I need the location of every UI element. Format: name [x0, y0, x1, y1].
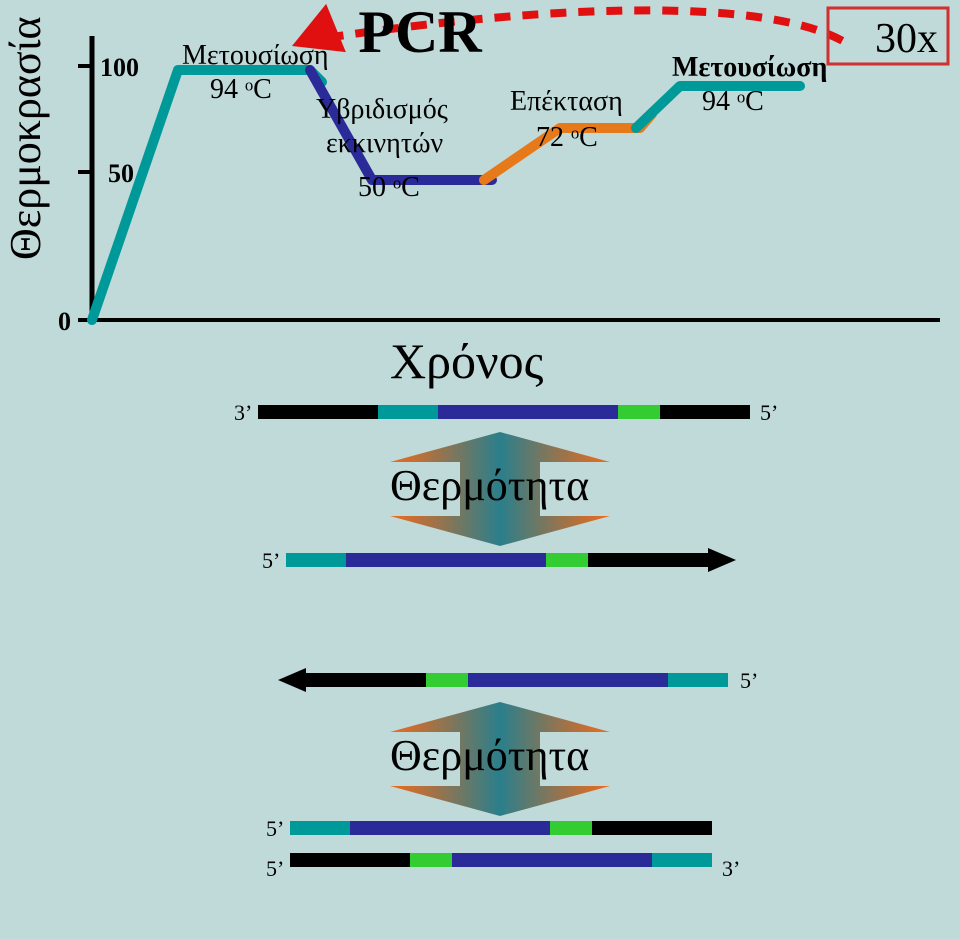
end-label: 5’ — [760, 400, 778, 425]
dna-strand-4 — [290, 821, 712, 835]
step-label: Υβριδισμός — [316, 94, 448, 125]
end-label: 3’ — [234, 400, 252, 425]
x-axis-label: Χρόνος — [390, 333, 544, 389]
end-label: 5’ — [740, 668, 758, 693]
cycle-count: 30x — [875, 16, 938, 62]
diagram-title: PCR — [358, 0, 482, 65]
end-label: 5’ — [266, 816, 284, 841]
step-label: 94 ᵒC — [702, 86, 764, 117]
step-label: 50 ᵒC — [358, 172, 420, 203]
heat-label: Θερμότητα — [390, 731, 589, 780]
dna-strand-5 — [290, 853, 712, 867]
y-tick-label: 50 — [108, 159, 134, 188]
end-label: 5’ — [262, 548, 280, 573]
step-label: Επέκταση — [510, 86, 623, 117]
zero-label: 0 — [58, 307, 71, 336]
heat-label: Θερμότητα — [390, 461, 589, 510]
step-label: εκκινητών — [326, 128, 443, 159]
step-label: 72 ᵒC — [536, 122, 598, 153]
step-label: 94 ᵒC — [210, 74, 272, 105]
dna-strand-1 — [258, 405, 750, 419]
y-tick-label: 100 — [100, 53, 139, 82]
end-label: 5’ — [266, 856, 284, 881]
end-label: 3’ — [722, 856, 740, 881]
step-label: Μετουσίωση — [672, 52, 827, 83]
y-axis-label: Θερμοκρασία — [1, 16, 50, 260]
